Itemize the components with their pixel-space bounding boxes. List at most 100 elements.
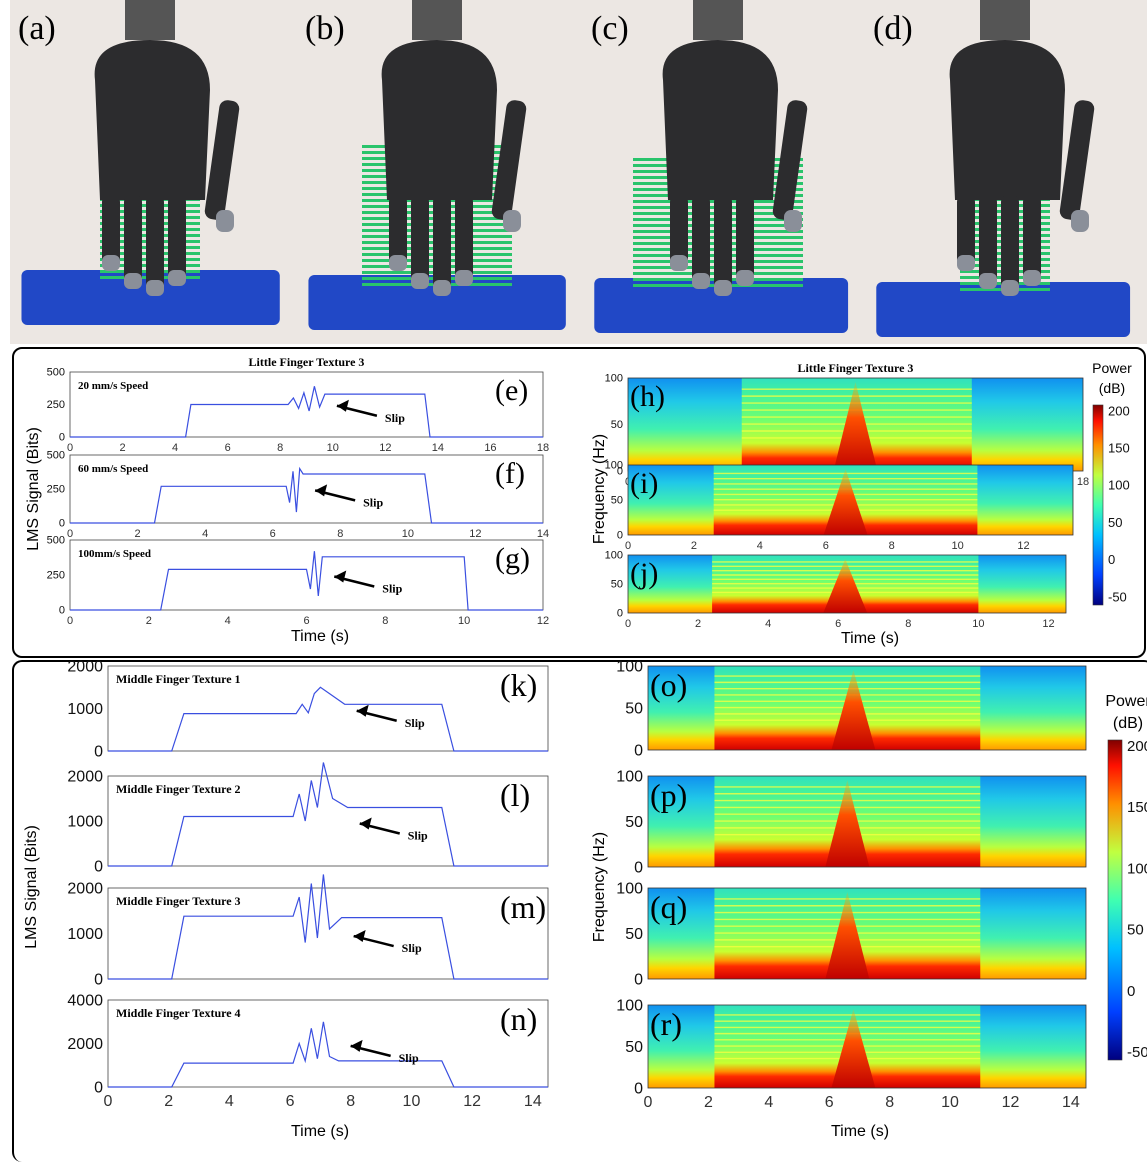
y-tick-label: 0 [94,1079,103,1096]
section-little-finger [12,347,1146,658]
texture-base [594,278,849,333]
plot-frame [69,371,544,438]
x-tick-label: 4 [202,528,208,540]
x-tick-label: 12 [1042,618,1054,630]
slip-burst [823,469,868,535]
colorbar-tick: 150 [1127,799,1147,816]
y-tick-label: 0 [634,1080,643,1097]
photo-label: (c) [591,10,629,47]
signal-line [108,874,548,980]
signal-line [108,1021,548,1088]
hand-palm [949,40,1065,200]
colorbar-gradient [1092,404,1104,606]
plot-annotation: Middle Finger Texture 4 [116,1006,241,1020]
sec1-ylabel: LMS Signal (Bits) [25,427,42,551]
chart-j: 0 2 4 6 8 10 12 0 50 100 (j) [605,550,1067,630]
x-tick-label: 2 [119,442,125,454]
slip-label: Slip [402,941,422,955]
colorbar-sec1: 200 150 100 50 0 -50 [1092,403,1130,606]
x-tick-label: 8 [337,528,343,540]
y-tick-label: 1000 [67,926,103,943]
chart-i: 0 2 4 6 8 10 12 0 50 100 (i) [605,460,1074,552]
x-tick-label: 4 [764,1094,773,1111]
slip-label: Slip [399,1051,419,1065]
x-tick-label: 12 [1002,1094,1020,1111]
plot-annotation: 100mm/s Speed [78,548,151,560]
x-tick-label: 18 [1077,476,1089,488]
texture-base [21,270,280,325]
x-tick-label: 8 [905,618,911,630]
chart-p: 0 50 100 (p) [616,768,1087,876]
plot-frame [69,454,544,524]
colorbar-tick: 0 [1108,552,1115,567]
section-middle-finger [12,660,1147,1162]
panel-label: (m) [500,889,546,925]
slip-arrowhead [356,704,369,717]
colorbar-tick: 100 [1127,860,1147,877]
colorbar-tick: 0 [1127,983,1135,1000]
sec1-ylabel-spec: Frequency (Hz) [591,433,608,545]
photo-panel: (d) [865,0,1147,344]
x-tick-label: 8 [277,442,283,454]
x-tick-label: 0 [67,528,73,540]
hand-palm [94,40,210,200]
y-tick-label: 50 [625,926,643,943]
photo-label: (a) [18,10,56,47]
x-tick-label: 12 [469,528,481,540]
colorbar-tick: 50 [1108,515,1122,530]
slip-burst [831,670,876,750]
x-tick-label: 8 [382,615,388,627]
sec1-xlabel-left: Time (s) [290,628,350,645]
chart-h: 024681012141618050100(h)Little Finger Te… [605,361,1089,488]
x-tick-label: 4 [225,615,231,627]
y-tick-label: 0 [617,530,623,542]
x-tick-label: 14 [537,528,549,540]
x-tick-label: 4 [225,1093,234,1110]
y-tick-label: 100 [605,373,623,385]
panel-label: (f) [495,457,525,490]
colorbar-gradient [1107,739,1123,1061]
panel-label: (i) [630,467,658,500]
x-tick-label: 0 [67,442,73,454]
y-tick-label: 0 [617,466,623,478]
x-tick-label: 12 [1017,540,1029,552]
x-tick-label: 2 [704,1094,713,1111]
chart-o: 0 50 100 (o) [616,658,1087,759]
photo-label: (d) [873,10,913,47]
plot-annotation: Middle Finger Texture 2 [116,782,241,796]
photo-label: (b) [305,10,345,47]
y-tick-label: 50 [625,1039,643,1056]
y-tick-label: 0 [94,858,103,875]
y-tick-label: 0 [59,432,65,444]
y-tick-label: 0 [634,742,643,759]
slip-label: Slip [363,495,383,509]
x-tick-label: 6 [303,615,309,627]
x-tick-label: 16 [484,442,496,454]
x-tick-label: 0 [644,1094,653,1111]
signal-line [70,551,543,611]
plot-annotation: Middle Finger Texture 1 [116,672,241,686]
slip-label: Slip [382,582,402,596]
x-tick-label: 0 [104,1093,113,1110]
x-tick-label: 10 [972,618,984,630]
panel-label: (k) [500,667,537,703]
sec2-ylabel: LMS Signal (Bits) [23,825,40,949]
x-tick-label: 10 [402,528,414,540]
signal-line [108,762,548,867]
y-tick-label: 2000 [67,768,103,785]
chart-m: Middle Finger Texture 3 Slip 0 1000 2000 (m) [67,874,549,988]
y-tick-label: 4000 [67,992,103,1009]
x-tick-label: 2 [691,540,697,552]
y-tick-label: 1000 [67,701,103,718]
plot-frame [647,665,1087,751]
y-tick-label: 0 [59,605,65,617]
y-tick-label: 50 [611,579,623,591]
plot-frame [107,665,549,752]
chart-l: Middle Finger Texture 2 Slip 0 1000 2000 (l) [67,762,549,875]
sec1-colorbar-title: Power [1092,360,1132,376]
x-tick-label: 6 [225,442,231,454]
x-tick-label: 2 [164,1093,173,1110]
slip-arrowhead [359,817,372,830]
signal-line [70,386,543,438]
